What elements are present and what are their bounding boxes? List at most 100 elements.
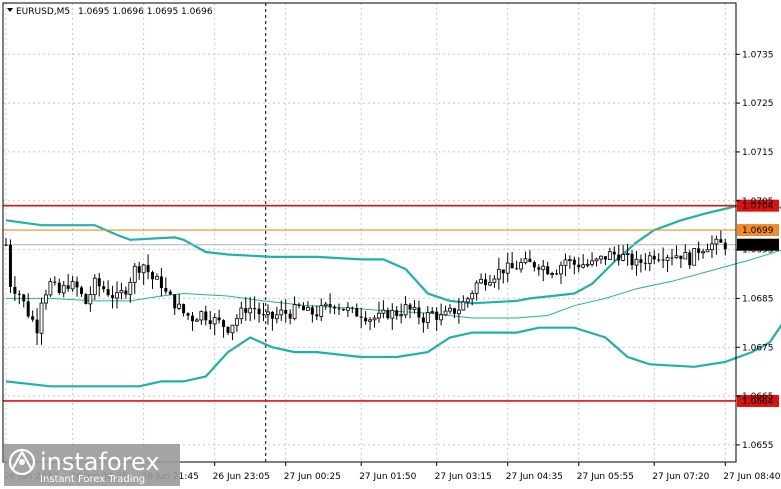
candle-body-up	[647, 255, 652, 264]
candle-body-up	[306, 307, 310, 311]
candle-body-down	[4, 244, 8, 246]
candle-body-down	[35, 319, 39, 334]
candle-body-up	[519, 262, 523, 270]
candle-body-down	[97, 278, 101, 287]
candle-body-down	[253, 308, 257, 310]
candle-body-up	[212, 317, 217, 325]
candle-body-down	[190, 315, 194, 322]
candle-body-down	[270, 311, 274, 319]
candle-body-down	[168, 291, 172, 295]
candle-body-down	[111, 295, 115, 298]
candle-body-up	[439, 314, 444, 321]
candle-body-down	[328, 304, 332, 307]
candle-body-down	[630, 253, 634, 266]
candle-body-down	[688, 252, 692, 266]
candle-body-down	[217, 317, 221, 321]
candle-body-up	[279, 309, 284, 316]
y-tick-label: 1.0705	[742, 197, 774, 207]
instaforex-logo: instaforex Instant Forex Trading	[4, 444, 180, 486]
candle-body-down	[355, 308, 359, 317]
x-tick-label: 27 Jun 01:50	[359, 472, 416, 482]
level-tag-support	[737, 394, 779, 407]
candle-body-up	[70, 281, 75, 290]
candle-body-up	[234, 318, 239, 326]
candle-body-up	[625, 253, 630, 256]
candle-body-up	[710, 243, 714, 251]
candle-body-up	[492, 278, 497, 283]
candle-body-up	[128, 281, 133, 295]
y-tick-label: 1.0675	[742, 343, 774, 353]
candle-body-down	[697, 248, 701, 253]
candle-body-down	[364, 317, 368, 322]
candle-body-down	[173, 294, 177, 309]
candle-body-up	[674, 255, 679, 259]
candle-body-down	[333, 306, 337, 309]
candle-body-down	[603, 256, 607, 260]
candle-body-up	[559, 264, 563, 275]
candle-body-up	[541, 265, 546, 271]
x-tick-label: 27 Jun 04:35	[506, 472, 563, 482]
band-upper	[5, 204, 781, 305]
candle-body-up	[199, 311, 204, 321]
candle-body-down	[661, 259, 665, 261]
candle-body-down	[515, 268, 519, 270]
candle-body-up	[345, 307, 350, 311]
candle-body-down	[528, 258, 532, 263]
candle-body-up	[403, 304, 408, 316]
candle-body-up	[505, 262, 510, 274]
candle-body-up	[48, 281, 53, 296]
candle-body-down	[723, 242, 727, 250]
candle-body-down	[537, 267, 541, 270]
x-tick-label: 27 Jun 05:55	[577, 472, 634, 482]
current-price-label: 1.0696	[742, 241, 774, 251]
candle-body-up	[381, 309, 386, 314]
candle-body-down	[310, 307, 314, 315]
candle-body-up	[701, 251, 705, 254]
candle-body-up	[377, 312, 381, 319]
candle-body-up	[195, 319, 199, 322]
candle-body-down	[146, 264, 150, 273]
candle-body-down	[102, 286, 106, 290]
candle-body-up	[177, 303, 182, 309]
candle-body-down	[652, 255, 656, 260]
x-tick-label: 27 Jun 08:40	[723, 472, 780, 482]
candle-body-up	[39, 302, 44, 334]
level-label-support: 1.0664	[742, 397, 774, 407]
candle-body-up	[567, 259, 572, 262]
candle-body-up	[141, 264, 146, 274]
candle-body-up	[368, 319, 372, 322]
candle-body-down	[79, 287, 83, 295]
candle-body-down	[657, 259, 661, 261]
candle-body-up	[585, 263, 590, 266]
candle-body-up	[230, 324, 235, 334]
candle-body-up	[274, 314, 279, 320]
candle-body-down	[301, 306, 305, 311]
candle-body-down	[222, 320, 226, 327]
candle-body-up	[523, 258, 528, 264]
candle-body-down	[262, 314, 266, 316]
candle-body-up	[692, 247, 697, 266]
y-tick-label: 1.0695	[742, 246, 774, 256]
candle-body-down	[106, 289, 110, 296]
candle-body-down	[288, 313, 292, 319]
candle-body-up	[714, 238, 719, 245]
candle-body-up	[496, 269, 501, 280]
current-price-tag	[737, 238, 779, 251]
candle-body-down	[643, 262, 647, 264]
candle-body-down	[75, 281, 79, 288]
candle-body-down	[31, 316, 35, 320]
candle-body-up	[594, 258, 599, 262]
candle-body-down	[13, 286, 17, 294]
triangle-down-icon	[7, 8, 13, 12]
logo-sub-text: Instant Forex Trading	[40, 474, 145, 485]
candle-body-up	[590, 260, 594, 265]
candle-body-up	[44, 294, 48, 304]
candle-body-up	[456, 309, 461, 315]
candle-body-down	[572, 259, 576, 265]
logo-main-text: instaforex	[40, 448, 160, 476]
candle-body-up	[425, 312, 430, 323]
candle-body-down	[555, 273, 559, 275]
candle-body-down	[617, 254, 621, 261]
candle-body-up	[563, 259, 568, 266]
candle-body-up	[581, 264, 586, 268]
